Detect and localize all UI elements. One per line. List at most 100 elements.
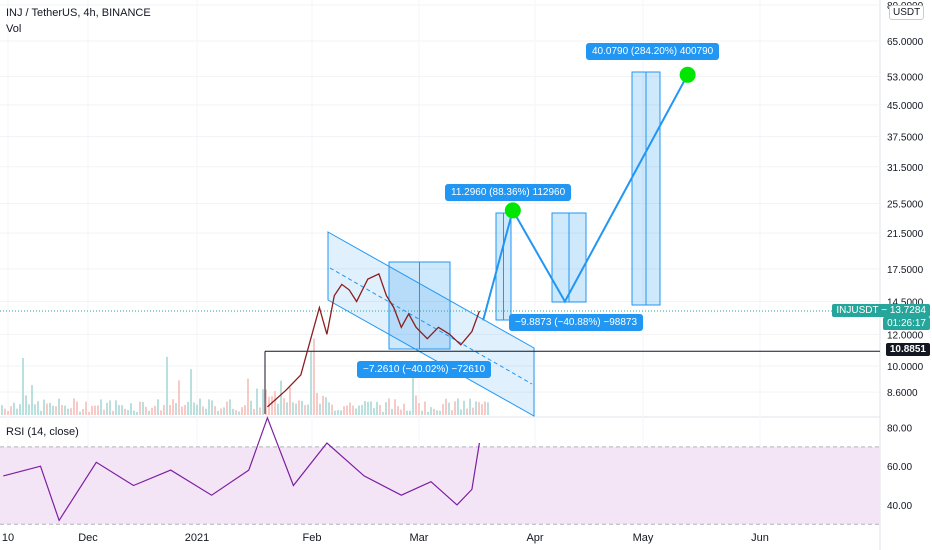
volume-bar: [322, 395, 324, 415]
volume-bar: [406, 410, 408, 415]
volume-bar: [373, 408, 375, 415]
volume-bar: [43, 399, 45, 415]
volume-bar: [94, 405, 96, 415]
volume-bar: [187, 401, 189, 415]
volume-bar: [274, 391, 276, 415]
target-marker-1: [504, 202, 521, 219]
currency-button[interactable]: USDT: [889, 5, 925, 20]
volume-bar: [67, 408, 69, 415]
volume-bar: [193, 402, 195, 415]
volume-bar: [28, 404, 30, 415]
time-tick-label: Feb: [303, 532, 322, 544]
volume-bar: [112, 410, 114, 415]
volume-bar: [130, 403, 132, 415]
volume-bar: [352, 405, 354, 415]
time-tick-label: 2021: [185, 532, 209, 544]
volume-bar: [331, 404, 333, 415]
volume-bar: [163, 405, 165, 415]
volume-bar: [484, 401, 486, 415]
volume-bar: [454, 401, 456, 415]
volume-bar: [160, 410, 162, 415]
price-tick-label: 65.0000: [887, 37, 924, 48]
volume-bar: [181, 406, 183, 415]
volume-bar: [460, 409, 462, 415]
current-price-tag: INJUSDT − 13.7284: [832, 304, 930, 317]
volume-bar: [370, 401, 372, 415]
volume-bar: [64, 405, 66, 415]
volume-bar: [430, 407, 432, 415]
volume-bar: [277, 403, 279, 415]
rsi-tick-label: 40.00: [887, 501, 912, 512]
volume-bar: [40, 410, 42, 415]
volume-bar: [289, 387, 291, 415]
volume-bar: [232, 408, 234, 415]
volume-bar: [106, 402, 108, 415]
measure-label-4[interactable]: −7.2610 (−40.02%) −72610: [357, 361, 492, 378]
price-tick-label: 31.5000: [887, 163, 924, 174]
price-tick-label: 12.0000: [887, 330, 924, 341]
volume-bar: [226, 401, 228, 415]
volume-bar: [244, 405, 246, 415]
volume-bar: [166, 356, 168, 415]
measure-label-3[interactable]: −9.8873 (−40.88%) −98873: [509, 314, 644, 331]
volume-bar: [223, 407, 225, 415]
volume-bar: [31, 385, 33, 415]
volume-bar: [73, 398, 75, 415]
measure-label-1[interactable]: 40.0790 (284.20%) 400790: [586, 43, 720, 60]
price-series-line: [266, 273, 481, 408]
volume-bar: [283, 398, 285, 415]
volume-bar: [409, 410, 411, 415]
time-tick-label: Apr: [526, 532, 543, 544]
time-tick-label: May: [633, 532, 654, 544]
price-tick-label: 17.5000: [887, 265, 924, 276]
volume-bar: [343, 406, 345, 415]
price-tick-label: 21.5000: [887, 229, 924, 240]
volume-bar: [364, 401, 366, 415]
volume-bar: [196, 404, 198, 415]
volume-bar: [19, 404, 21, 415]
price-tick-label: 53.0000: [887, 72, 924, 83]
volume-bar: [280, 380, 282, 415]
volume-bar: [307, 404, 309, 415]
volume-bar: [211, 400, 213, 415]
volume-bar: [103, 409, 105, 415]
volume-bar: [154, 405, 156, 415]
chart-title: INJ / TetherUS, 4h, BINANCE: [6, 7, 151, 19]
volume-bar: [334, 410, 336, 415]
volume-bar: [448, 402, 450, 415]
volume-bar: [79, 411, 81, 415]
volume-bar: [175, 403, 177, 415]
volume-bar: [397, 406, 399, 415]
volume-bar: [148, 410, 150, 415]
measure-label-2[interactable]: 11.2960 (88.36%) 112960: [445, 184, 572, 201]
volume-bar: [1, 405, 3, 415]
projection-path: [482, 74, 689, 321]
volume-bar: [247, 378, 249, 415]
volume-bar: [229, 399, 231, 415]
volume-bar: [475, 401, 477, 415]
volume-bar: [133, 410, 135, 415]
volume-bar: [61, 405, 63, 415]
volume-bar: [337, 409, 339, 415]
rsi-tick-label: 60.00: [887, 462, 912, 473]
price-tick-label: 8.6000: [887, 388, 918, 399]
price-tag-value: 13.7284: [889, 305, 926, 316]
volume-bar: [292, 402, 294, 415]
time-tick-label: Mar: [410, 532, 429, 544]
volume-bar: [4, 408, 6, 415]
volume-bar: [52, 405, 54, 415]
volume-label: Vol: [6, 23, 22, 35]
volume-bar: [58, 398, 60, 415]
volume-bar: [184, 404, 186, 415]
volume-bar: [76, 401, 78, 415]
volume-bar: [127, 410, 129, 415]
volume-bar: [10, 406, 12, 415]
volume-bar: [394, 399, 396, 415]
volume-bar: [121, 405, 123, 415]
volume-bar: [442, 404, 444, 415]
volume-bar: [85, 401, 87, 415]
volume-bar: [202, 406, 204, 415]
volume-bar: [445, 398, 447, 415]
volume-bar: [313, 338, 315, 415]
